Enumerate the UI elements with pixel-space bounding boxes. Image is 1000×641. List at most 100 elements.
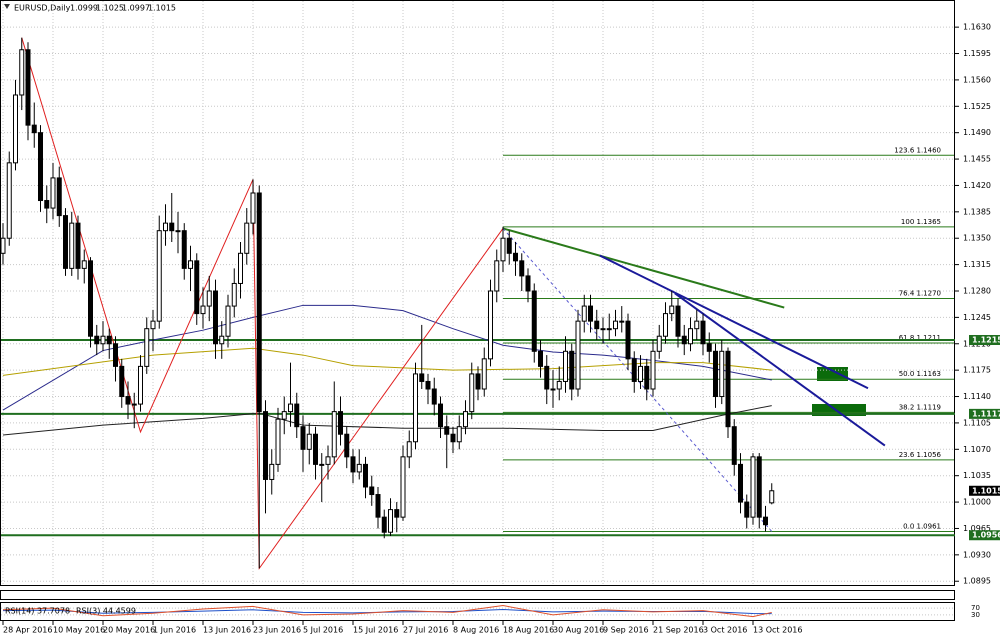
candle-body (631, 358, 637, 382)
price-tag (969, 408, 1000, 419)
trendline (502, 227, 785, 309)
fibo-label: 38.2 1.1119 (899, 403, 941, 411)
candle-body (463, 411, 468, 428)
candle-body (125, 396, 131, 405)
candle-body (594, 320, 600, 330)
y-tick-label: 1.1490 (963, 128, 991, 137)
trendline (674, 292, 886, 447)
y-tick-label: 1.1140 (963, 392, 991, 401)
candle-body (94, 335, 100, 345)
candle-body (400, 456, 406, 518)
y-tick-label: 1.1630 (963, 23, 991, 32)
candle-body (569, 350, 575, 390)
candle-body (650, 350, 656, 390)
rsi-pane (0, 602, 955, 621)
candle-body (725, 350, 731, 428)
candle-body (575, 320, 581, 390)
symbol: EURUSD,Daily (14, 4, 71, 13)
candle-body (88, 260, 93, 337)
candle-body (150, 320, 156, 330)
trendline (502, 228, 773, 532)
candle-body (281, 411, 287, 420)
candle-body (656, 335, 662, 352)
candle-body (25, 49, 31, 126)
candle-body (300, 426, 306, 450)
candle-body (38, 132, 43, 202)
candle-body (6, 162, 12, 239)
candle-body (394, 509, 400, 518)
rsi3-line (2, 605, 772, 618)
candle-body (613, 320, 618, 330)
price-tag-label: 1.1117 (972, 409, 1000, 418)
candle-body (719, 350, 725, 398)
x-tick-label: 1 Jun 2016 (153, 626, 196, 635)
candle-body (513, 252, 518, 262)
candle-body (450, 433, 456, 443)
candle-body (344, 433, 350, 458)
candle-body (13, 94, 18, 164)
x-tick-label: 27 Jul 2016 (403, 626, 448, 635)
y-tick-label: 1.0895 (963, 577, 991, 586)
candle-body (56, 177, 62, 217)
rsi-level-label: 70 (971, 604, 980, 612)
candle-body (250, 192, 256, 224)
candle-body (350, 456, 356, 473)
candle-body (581, 305, 587, 322)
fibo-label: 0.0 1.0961 (903, 522, 941, 530)
candle-body (31, 124, 37, 134)
x-tick-label: 21 Sep 2016 (653, 626, 704, 635)
y-tick-label: 1.1035 (963, 471, 991, 480)
candle-body (325, 456, 331, 465)
x-tick-label: 15 Jul 2016 (353, 626, 398, 635)
zigzag (21, 37, 504, 570)
candle-body (563, 350, 568, 382)
candle-body (194, 260, 200, 315)
x-tick-label: 28 Apr 2016 (3, 626, 52, 635)
y-tick-label: 1.1175 (963, 366, 991, 375)
candle-body (525, 275, 531, 292)
candle-body (113, 343, 118, 367)
current-price-tag (969, 485, 1000, 496)
candle-body (50, 177, 56, 209)
candle-body (119, 365, 125, 398)
candle-body (19, 49, 25, 96)
candle-body (619, 320, 625, 323)
fibo-label: 23.6 1.1056 (899, 451, 942, 459)
candle-body (100, 335, 106, 345)
fibo-label: 123.6 1.1460 (894, 146, 941, 154)
x-tick-label: 20 May 2016 (103, 626, 155, 635)
candle-body (81, 260, 87, 269)
candle-body (550, 388, 556, 391)
candle-body (531, 290, 537, 352)
candle-body (288, 403, 293, 413)
x-tick-label: 13 Jun 2016 (203, 626, 251, 635)
candle-body (225, 305, 231, 337)
candle-body (438, 403, 443, 428)
price-tag (969, 530, 1000, 541)
candle-body (363, 463, 368, 488)
candle-body (425, 380, 431, 390)
y-tick-label: 1.1560 (963, 75, 991, 84)
candle-body (681, 335, 687, 345)
x-tick-label: 8 Aug 2016 (453, 626, 499, 635)
zone-box (817, 367, 848, 381)
candle-body (138, 365, 143, 405)
candle-body (213, 290, 218, 345)
candle-body (0, 237, 6, 254)
candle-body (738, 463, 743, 503)
price-tag-label: 1.1215 (972, 335, 1000, 344)
candle-body (256, 192, 262, 413)
y-tick-label: 1.1105 (963, 418, 991, 427)
candle-body (375, 494, 381, 518)
symbol-icon (4, 4, 10, 9)
candle-body (206, 290, 212, 307)
candle-body (69, 222, 75, 269)
candle-body (675, 305, 681, 337)
candle-body (494, 260, 500, 292)
y-tick-label: 1.1420 (963, 181, 991, 190)
candle-body (144, 328, 150, 367)
candle-body (625, 320, 631, 360)
candle-body (481, 358, 487, 390)
price-tag (969, 334, 1000, 345)
